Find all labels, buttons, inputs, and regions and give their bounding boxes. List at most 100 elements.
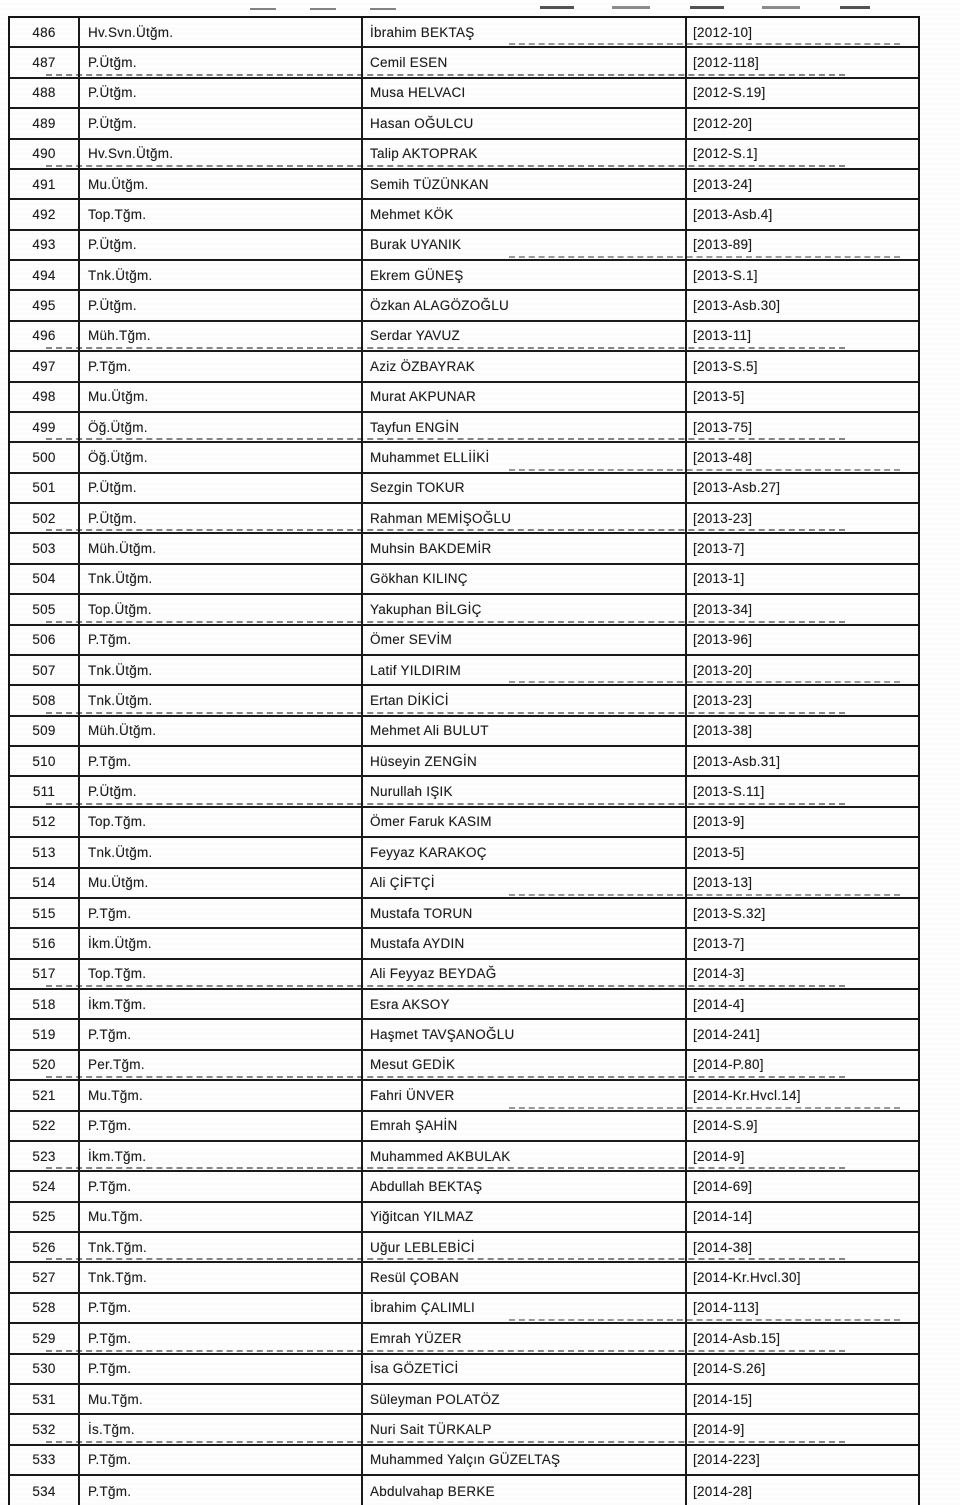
row-number-cell: 519 <box>10 1020 80 1049</box>
table-row: 497 P.Tğm. Aziz ÖZBAYRAK [2013-S.5] <box>10 347 918 383</box>
name-cell: Serdar YAVUZ <box>363 321 687 351</box>
row-number-cell: 498 <box>10 382 80 411</box>
scan-artifact <box>250 8 400 10</box>
name-cell: Hasan OĞULCU <box>363 109 687 138</box>
table-row: 533 P.Tğm. Muhammed Yalçın GÜZELTAŞ [2014-2… <box>10 1440 918 1476</box>
table-row: 495 P.Ütğm. Özkan ALAGÖZOĞLU [2013-Asb.30] <box>10 291 918 322</box>
table-row: 500 Öğ.Ütğm. Muhammet ELLİİKİ [2013-48] <box>10 438 918 474</box>
name-cell: Mehmet Ali BULUT <box>363 716 687 745</box>
rank-cell: P.Tğm. <box>80 1354 363 1383</box>
rank-cell: Tnk.Tğm. <box>80 1263 363 1292</box>
rank-cell: P.Tğm. <box>80 1324 363 1353</box>
rank-cell: İkm.Ütğm. <box>80 929 363 958</box>
table-row: 516 İkm.Ütğm. Mustafa AYDIN [2013-7] <box>10 929 918 960</box>
table-row: 513 Tnk.Ütğm. Feyyaz KARAKOÇ [2013-5] <box>10 838 918 869</box>
name-cell: Talip AKTOPRAK <box>363 139 687 168</box>
table-row: 524 P.Tğm. Abdullah BEKTAŞ [2014-69] <box>10 1167 918 1203</box>
code-cell: [2012-10] <box>693 24 753 40</box>
name-cell: Yiğitcan YILMAZ <box>363 1202 687 1231</box>
rank-cell: Tnk.Ütğm. <box>80 261 363 290</box>
code-cell: [2013-7] <box>693 541 745 557</box>
name-cell: Haşmet TAVŞANOĞLU <box>363 1020 687 1049</box>
rank-cell: P.Tğm. <box>80 1445 363 1474</box>
code-cell: [2014-S.9] <box>693 1118 758 1134</box>
rank-cell: İkm.Tğm. <box>80 990 363 1019</box>
code-cell: [2013-S.5] <box>693 358 758 374</box>
code-cell: [2014-Kr.Hvcl.14] <box>693 1087 801 1103</box>
name-cell: İbrahim BEKTAŞ <box>363 18 687 47</box>
name-cell: Ertan DİKİCİ <box>363 686 687 715</box>
table-row: 508 Tnk.Ütğm. Ertan DİKİCİ [2013-23] <box>10 681 918 717</box>
row-number-cell: 491 <box>10 169 80 199</box>
code-cell: [2013-1] <box>693 571 745 587</box>
code-cell: [2013-38] <box>693 723 753 739</box>
row-number-cell: 489 <box>10 109 80 138</box>
row-number-cell: 529 <box>10 1324 80 1353</box>
table-row: 494 Tnk.Ütğm. Ekrem GÜNEŞ [2013-S.1] <box>10 255 918 292</box>
rank-cell: Mu.Tğm. <box>80 1081 363 1110</box>
rank-cell: Mu.Ütğm. <box>80 382 363 411</box>
row-number-cell: 502 <box>10 504 80 533</box>
row-number-cell: 513 <box>10 838 80 867</box>
rank-cell: Top.Ütğm. <box>80 595 363 624</box>
rank-cell: P.Ütğm. <box>80 504 363 533</box>
table-row: 489 P.Ütğm. Hasan OĞULCU [2012-20] <box>10 109 918 140</box>
row-number-cell: 518 <box>10 990 80 1019</box>
name-cell: Sezgin TOKUR <box>363 473 687 502</box>
code-cell: [2014-69] <box>693 1178 753 1194</box>
code-cell: [2014-9] <box>693 1148 745 1164</box>
rank-cell: P.Tğm. <box>80 352 363 381</box>
code-cell: [2013-75] <box>693 419 753 435</box>
name-cell: Yakuphan BİLGİÇ <box>363 595 687 624</box>
row-number-cell: 511 <box>10 777 80 806</box>
table-row: 517 Top.Tğm. Ali Feyyaz BEYDAĞ [2014-3] <box>10 959 918 990</box>
row-number-cell: 530 <box>10 1354 80 1383</box>
code-cell: [2013-23] <box>693 510 753 526</box>
table-row: 514 Mu.Ütğm. Ali ÇİFTÇİ [2013-13] <box>10 868 918 899</box>
name-cell: Rahman MEMİŞOĞLU <box>363 504 687 533</box>
name-cell: Ali Feyyaz BEYDAĞ <box>363 959 687 988</box>
row-number-cell: 504 <box>10 564 80 594</box>
name-cell: Süleyman POLATÖZ <box>363 1384 687 1414</box>
row-number-cell: 522 <box>10 1111 80 1140</box>
code-cell: [2013-9] <box>693 814 745 830</box>
table-row: 507 Tnk.Ütğm. Latif YILDIRIM [2013-20] <box>10 655 918 687</box>
table-row: 503 Müh.Ütğm. Muhsin BAKDEMİR [2013-7] <box>10 529 918 565</box>
name-cell: Muhammed AKBULAK <box>363 1141 687 1171</box>
name-cell: Abdulvahap BERKE <box>363 1476 687 1505</box>
table-row: 499 Öğ.Ütğm. Tayfun ENGİN [2013-75] <box>10 412 918 444</box>
name-cell: Özkan ALAGÖZOĞLU <box>363 291 687 320</box>
rank-cell: Müh.Ütğm. <box>80 534 363 563</box>
row-number-cell: 490 <box>10 139 80 168</box>
code-cell: [2014-28] <box>693 1483 753 1499</box>
rank-cell: İkm.Tğm. <box>80 1141 363 1171</box>
name-cell: İsa GÖZETİCİ <box>363 1354 687 1383</box>
code-cell: [2014-38] <box>693 1239 753 1255</box>
code-cell: [2014-241] <box>693 1027 761 1043</box>
row-number-cell: 499 <box>10 412 80 442</box>
rank-cell: Tnk.Tğm. <box>80 1233 363 1262</box>
row-number-cell: 488 <box>10 78 80 108</box>
row-number-cell: 532 <box>10 1415 80 1444</box>
table-row: 492 Top.Tğm. Mehmet KÖK [2013-Asb.4] <box>10 200 918 231</box>
rank-cell: Öğ.Ütğm. <box>80 412 363 442</box>
table-row: 496 Müh.Tğm. Serdar YAVUZ [2013-11] <box>10 321 918 353</box>
row-number-cell: 508 <box>10 686 80 715</box>
table-row: 487 P.Ütğm. Cemil ESEN [2012-118] <box>10 43 918 79</box>
table-row: 531 Mu.Tğm. Süleyman POLATÖZ [2014-15] <box>10 1384 918 1416</box>
name-cell: Gökhan KILINÇ <box>363 564 687 594</box>
row-number-cell: 505 <box>10 595 80 624</box>
name-cell: İbrahim ÇALIMLI <box>363 1293 687 1323</box>
rank-cell: P.Tğm. <box>80 747 363 776</box>
rank-cell: Tnk.Ütğm. <box>80 686 363 715</box>
table-row: 501 P.Ütğm. Sezgin TOKUR [2013-Asb.27] <box>10 468 918 504</box>
rank-cell: P.Tğm. <box>80 1476 363 1505</box>
rank-cell: Top.Tğm. <box>80 200 363 229</box>
rank-cell: İs.Tğm. <box>80 1415 363 1444</box>
row-number-cell: 515 <box>10 898 80 928</box>
name-cell: Murat AKPUNAR <box>363 382 687 411</box>
name-cell: Uğur LEBLEBİCİ <box>363 1233 687 1262</box>
code-cell: [2014-9] <box>693 1421 745 1437</box>
rank-cell: P.Tğm. <box>80 1293 363 1323</box>
name-cell: Nurullah IŞIK <box>363 777 687 806</box>
